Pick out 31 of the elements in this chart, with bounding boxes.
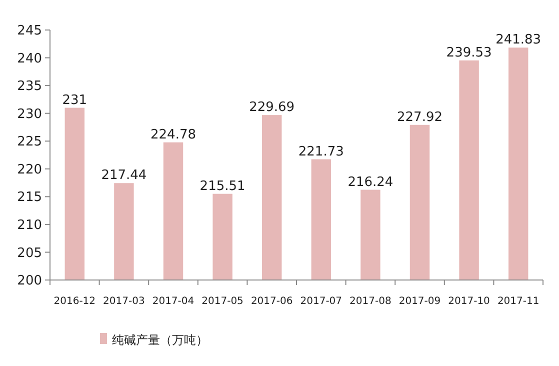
y-tick-label: 245: [17, 24, 42, 39]
legend-label: 纯碱产量（万吨）: [112, 333, 208, 347]
x-tick-label: 2017-10: [448, 296, 490, 307]
x-tick-label: 2017-08: [350, 296, 392, 307]
x-tick-label: 2017-09: [398, 296, 441, 307]
x-tick-label: 2016-12: [54, 296, 96, 307]
y-tick-label: 225: [17, 134, 42, 150]
data-label: 224.78: [150, 127, 196, 142]
x-tick-label: 2017-06: [250, 296, 293, 307]
x-tick-label: 2017-05: [202, 296, 244, 307]
data-label: 229.69: [249, 100, 295, 116]
data-label: 217.44: [101, 168, 147, 184]
data-label: 239.53: [446, 45, 492, 60]
x-tick-label: 2017-04: [152, 296, 194, 307]
data-label: 231: [62, 92, 88, 108]
y-tick-label: 210: [17, 218, 42, 233]
y-tick-label: 215: [17, 190, 42, 206]
y-tick-label: 235: [17, 79, 42, 94]
x-tick-label: 2017-03: [103, 296, 145, 307]
data-label: 221.73: [298, 144, 344, 160]
data-label: 241.83: [496, 32, 542, 48]
y-tick-label: 200: [17, 274, 42, 289]
x-tick-label: 2017-07: [300, 296, 342, 307]
y-tick-label: 220: [17, 162, 42, 178]
data-label: 216.24: [348, 174, 394, 190]
data-label: 227.92: [397, 110, 442, 125]
y-tick-label: 240: [17, 51, 42, 66]
x-tick-label: 2017-11: [497, 296, 540, 307]
y-tick-label: 205: [17, 246, 42, 261]
data-label: 215.51: [200, 178, 246, 194]
y-tick-label: 230: [17, 106, 42, 122]
